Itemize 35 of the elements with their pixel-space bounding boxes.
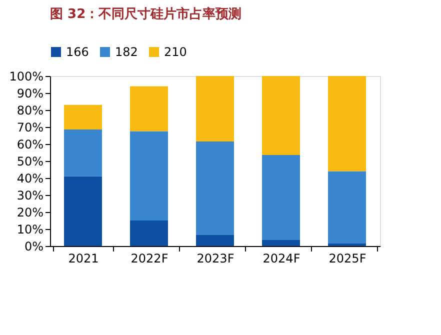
y-tick-label: 20%	[16, 206, 44, 220]
bar	[328, 243, 366, 246]
bar	[130, 86, 168, 132]
y-tick-label: 60%	[16, 138, 44, 152]
y-tick-label: 100%	[9, 70, 44, 84]
y-tick-label: 30%	[16, 188, 44, 202]
y-tick-label: 0%	[24, 240, 44, 254]
y-tick-label: 80%	[16, 104, 44, 118]
legend-label: 182	[115, 45, 138, 59]
bar	[130, 220, 168, 246]
bar	[262, 240, 300, 246]
x-tick-label: 2021	[68, 252, 99, 266]
x-tick-label: 2023F	[196, 252, 234, 266]
legend-label: 166	[66, 45, 89, 59]
y-tick-label: 50%	[16, 154, 44, 168]
bar	[64, 176, 102, 246]
chart-title: 图 32：不同尺寸硅片市占率预测	[50, 6, 242, 22]
x-tick-label: 2024F	[262, 252, 300, 266]
bar	[64, 104, 102, 130]
legend-label: 210	[164, 45, 187, 59]
bar	[262, 155, 300, 240]
y-tick-label: 90%	[16, 86, 44, 100]
y-tick-label: 70%	[16, 120, 44, 134]
bar	[196, 141, 234, 235]
bar	[64, 130, 102, 176]
bar	[328, 171, 366, 244]
y-tick-label: 10%	[16, 222, 44, 236]
bar	[196, 234, 234, 246]
x-tick-label: 2022F	[130, 252, 168, 266]
bar	[262, 76, 300, 156]
bar	[196, 76, 234, 142]
y-tick-label: 40%	[16, 172, 44, 186]
bar	[328, 76, 366, 172]
bar	[130, 131, 168, 220]
x-tick-label: 2025F	[328, 252, 366, 266]
